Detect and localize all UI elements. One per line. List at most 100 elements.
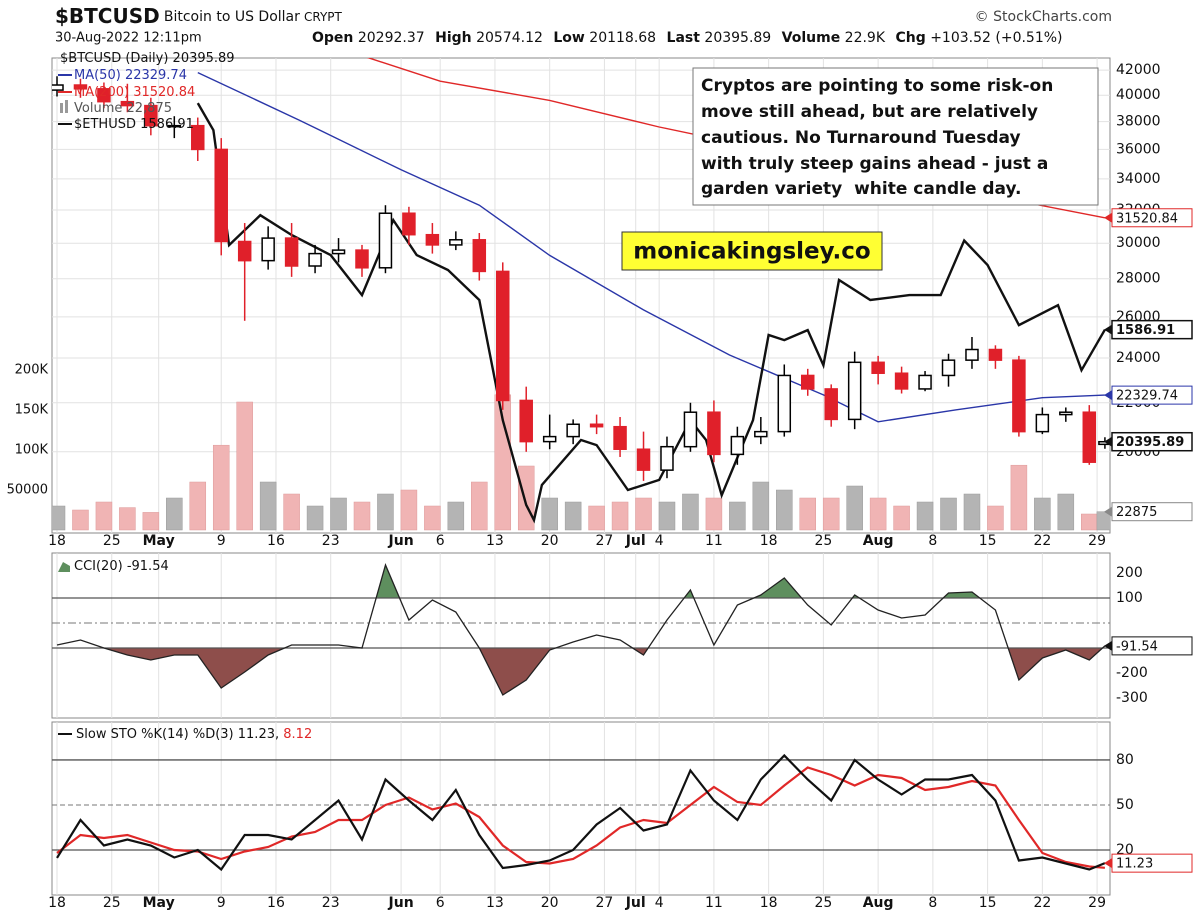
x-tick-label: 20 xyxy=(541,533,559,549)
volume-bar xyxy=(987,505,1004,531)
x-tick-label: 15 xyxy=(979,895,997,911)
legend-entry: Slow STO %K(14) %D(3) 11.23, 8.12 xyxy=(76,727,312,742)
volume-bar xyxy=(189,481,207,531)
y-tick-label: 40000 xyxy=(1116,87,1161,103)
threshold-fill xyxy=(57,648,1105,695)
legend-entry: CCI(20) -91.54 xyxy=(74,559,169,574)
value-label: 11.23 xyxy=(1116,857,1153,872)
volume-bar xyxy=(752,481,770,531)
value-label: 22875 xyxy=(1116,505,1157,520)
x-tick-label: Jun xyxy=(388,533,414,549)
candle-body xyxy=(988,348,1003,361)
x-tick-label: May xyxy=(143,895,175,911)
x-tick-label: 6 xyxy=(436,533,445,549)
y-tick-label: -200 xyxy=(1116,665,1148,681)
volume-bar xyxy=(869,497,887,531)
sto-legend: Slow STO %K(14) %D(3) 11.23, 8.12 xyxy=(58,727,312,742)
candle-body xyxy=(355,249,369,269)
candle-body xyxy=(214,148,228,243)
volume-bar xyxy=(353,501,371,531)
price-layer xyxy=(52,58,1110,531)
x-tick-label: 18 xyxy=(48,533,66,549)
comment-frame xyxy=(692,67,1099,206)
volume-bar xyxy=(940,497,957,531)
legend-swatch xyxy=(58,562,70,572)
candle-body xyxy=(52,84,64,91)
volume-bar xyxy=(776,489,793,531)
volume-bar xyxy=(306,505,324,531)
x-tick-label: 25 xyxy=(103,533,121,549)
candle-body xyxy=(613,425,627,450)
candle-body xyxy=(965,348,979,361)
volume-bar xyxy=(822,497,840,531)
x-tick-label: 22 xyxy=(1033,895,1051,911)
y2-tick-label: 200K xyxy=(15,363,49,378)
value-label: 22329.74 xyxy=(1116,389,1178,404)
legend-entry: $ETHUSD 1586.91 xyxy=(74,117,194,132)
candle-body xyxy=(660,445,674,471)
legend-swatch xyxy=(60,103,63,113)
x-tick-label: 23 xyxy=(322,533,340,549)
volume-bar xyxy=(705,497,723,531)
candle-body xyxy=(824,388,838,421)
candle-body xyxy=(730,435,745,456)
x-tick-label: 11 xyxy=(705,533,723,549)
panel-frame xyxy=(51,552,1111,719)
x-tick-label: 23 xyxy=(322,895,340,911)
volume-bar xyxy=(142,512,160,531)
volume-bar xyxy=(377,493,394,531)
candle-body xyxy=(308,252,322,267)
candle-body xyxy=(425,233,440,246)
x-tick-label: Aug xyxy=(863,895,894,911)
x-tick-label: 4 xyxy=(655,533,664,549)
candle-body xyxy=(519,399,533,443)
candle-body xyxy=(777,374,792,433)
y-tick-label: 34000 xyxy=(1116,171,1161,187)
volume-bar xyxy=(963,493,981,531)
x-tick-label: 27 xyxy=(596,895,614,911)
value-label: 31520.84 xyxy=(1116,211,1178,226)
candle-body xyxy=(754,430,768,438)
x-tick-label: 18 xyxy=(760,895,778,911)
candle-body xyxy=(542,435,557,443)
x-tick-label: 16 xyxy=(267,895,285,911)
y-tick-label: 42000 xyxy=(1116,62,1161,78)
candle-body xyxy=(402,212,416,236)
candle-body xyxy=(331,249,346,255)
y-tick-label: 28000 xyxy=(1116,271,1161,287)
volume-bar xyxy=(564,501,582,531)
volume-bar xyxy=(588,505,605,531)
volume-bar xyxy=(658,501,676,531)
volume-bar xyxy=(259,481,277,531)
x-tick-label: 27 xyxy=(596,533,614,549)
comment-line: with truly steep gains ahead - just a xyxy=(701,154,1048,174)
candle-body xyxy=(800,374,815,390)
candle-body xyxy=(449,239,463,246)
volume-bar xyxy=(330,497,347,531)
y2-tick-label: 150K xyxy=(15,403,49,418)
volume-bar xyxy=(236,401,253,531)
value-box-pointer xyxy=(1104,506,1112,517)
candle-body xyxy=(144,104,158,127)
watermark-text: monicakingsley.co xyxy=(633,239,870,265)
volume-bar xyxy=(424,505,441,531)
x-tick-label: May xyxy=(143,533,175,549)
price-legend: $BTCUSD (Daily) 20395.89 MA(50) 22329.74… xyxy=(58,51,235,132)
volume-bar xyxy=(517,465,535,531)
volume-bar xyxy=(541,497,558,531)
x-tick-label: Jul xyxy=(625,895,646,911)
volume-bar xyxy=(799,497,816,531)
x-tick-label: 9 xyxy=(217,533,226,549)
y-tick-label: 30000 xyxy=(1116,235,1161,251)
header: $BTCUSD Bitcoin to US Dollar CRYPT © Sto… xyxy=(55,4,1112,47)
volume-bar xyxy=(1010,464,1028,531)
x-tick-label: 8 xyxy=(928,533,937,549)
x-tick-label: 13 xyxy=(486,895,504,911)
candle-body xyxy=(1059,411,1073,416)
x-tick-label: 29 xyxy=(1088,895,1106,911)
comment-line: garden variety white candle day. xyxy=(701,179,1022,199)
y-tick-label: 50 xyxy=(1116,797,1134,813)
x-tick-label: 4 xyxy=(655,895,664,911)
volume-bar xyxy=(52,505,66,531)
legend-entry: MA(200) 31520.84 xyxy=(74,85,195,100)
